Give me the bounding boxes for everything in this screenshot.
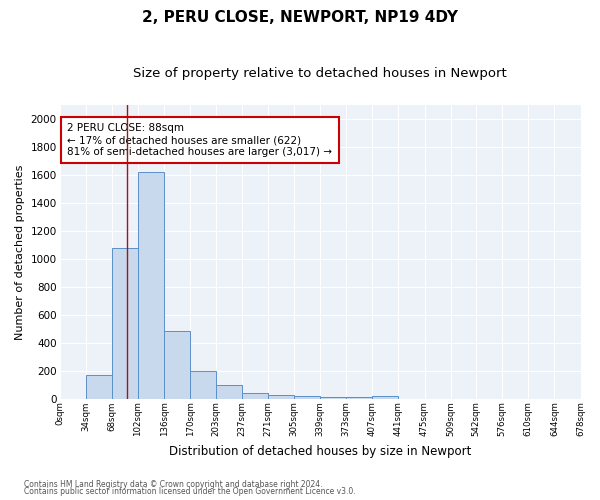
Text: Contains HM Land Registry data © Crown copyright and database right 2024.: Contains HM Land Registry data © Crown c… [24, 480, 323, 489]
Text: 2 PERU CLOSE: 88sqm
← 17% of detached houses are smaller (622)
81% of semi-detac: 2 PERU CLOSE: 88sqm ← 17% of detached ho… [67, 124, 332, 156]
Bar [215, 384, 242, 398]
Bar [320, 397, 346, 398]
X-axis label: Distribution of detached houses by size in Newport: Distribution of detached houses by size … [169, 444, 471, 458]
Bar [294, 396, 320, 398]
Bar [164, 332, 190, 398]
Text: Contains public sector information licensed under the Open Government Licence v3: Contains public sector information licen… [24, 487, 356, 496]
Bar [242, 393, 268, 398]
Text: 2, PERU CLOSE, NEWPORT, NP19 4DY: 2, PERU CLOSE, NEWPORT, NP19 4DY [142, 10, 458, 25]
Bar [268, 395, 294, 398]
Bar [372, 396, 398, 398]
Y-axis label: Number of detached properties: Number of detached properties [15, 164, 25, 340]
Bar [138, 172, 164, 398]
Title: Size of property relative to detached houses in Newport: Size of property relative to detached ho… [133, 68, 507, 80]
Bar [190, 370, 215, 398]
Bar [112, 248, 138, 398]
Bar [346, 397, 372, 398]
Bar [86, 376, 112, 398]
